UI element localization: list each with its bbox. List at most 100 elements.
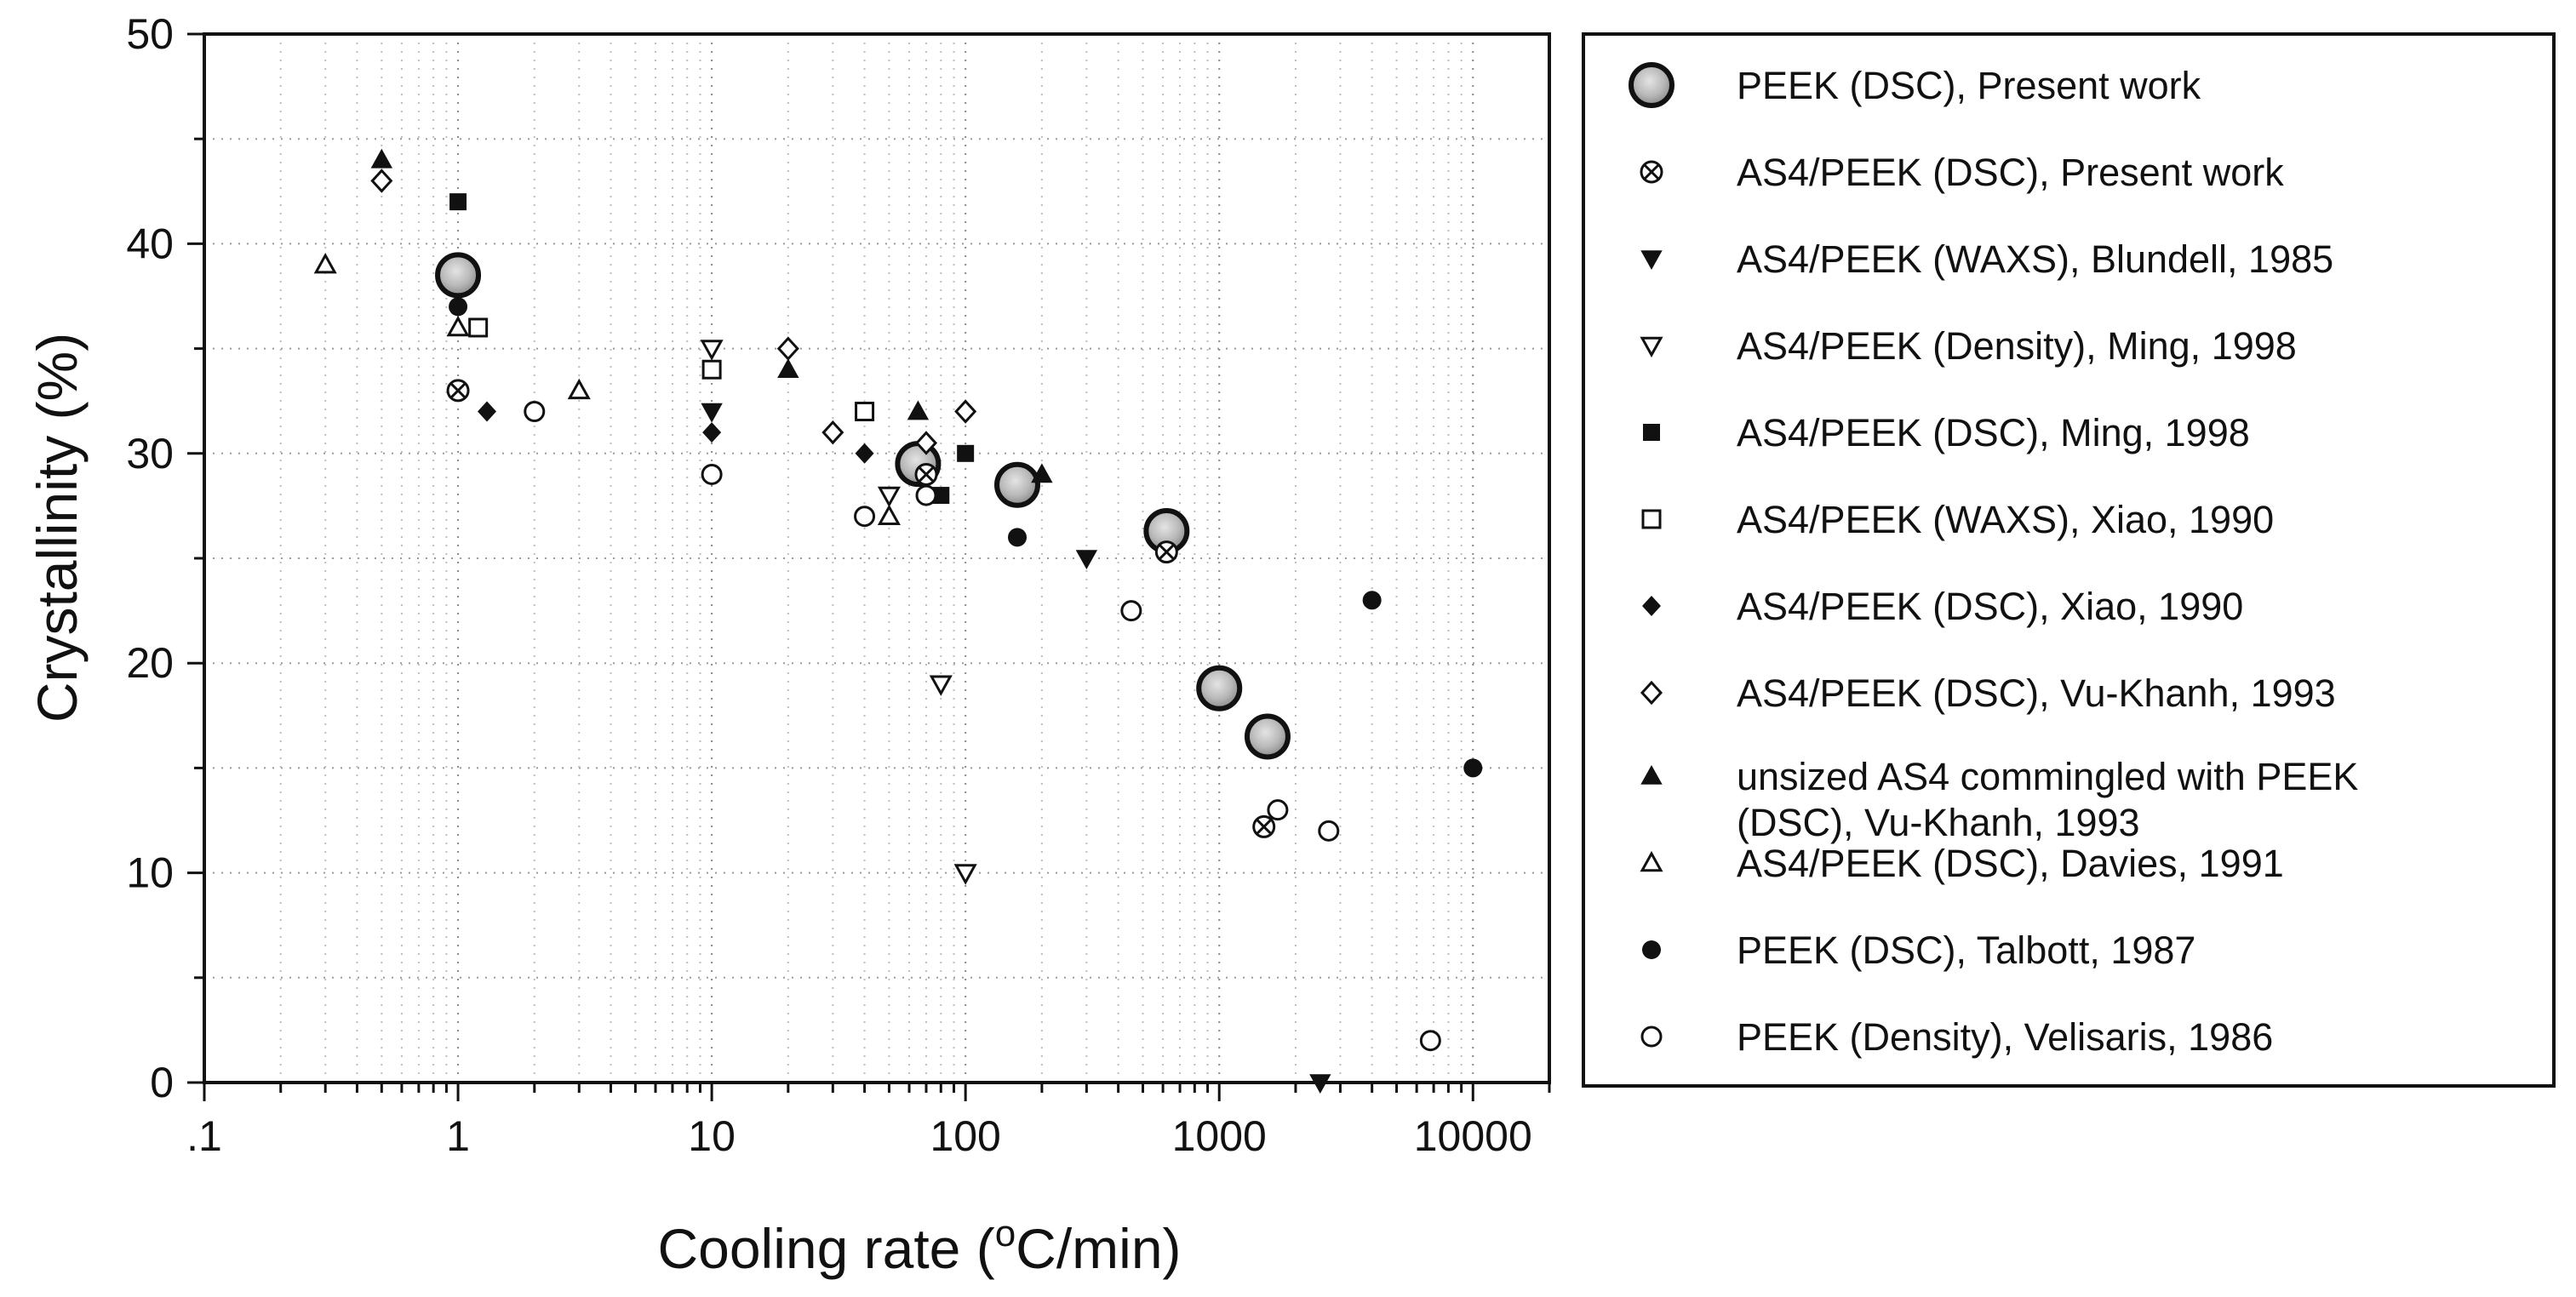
data-point xyxy=(1362,591,1382,610)
data-point xyxy=(446,315,470,337)
data-point xyxy=(1309,1074,1331,1094)
legend-label: AS4/PEEK (DSC), Xiao, 1990 xyxy=(1737,585,2243,628)
series-3 xyxy=(701,403,1331,1094)
legend-label: AS4/PEEK (DSC), Ming, 1998 xyxy=(1737,411,2250,454)
data-point xyxy=(702,422,722,443)
series-7 xyxy=(478,401,874,464)
legend-marker xyxy=(1643,424,1660,441)
data-point xyxy=(1154,540,1178,564)
series-4 xyxy=(700,340,977,885)
data-point xyxy=(877,504,901,526)
y-tick-label: 40 xyxy=(126,220,174,267)
legend-marker xyxy=(1640,850,1663,872)
data-point xyxy=(468,317,489,338)
legend-marker xyxy=(1642,940,1661,959)
legend-label: PEEK (DSC), Present work xyxy=(1737,64,2201,107)
series-2 xyxy=(446,379,1276,838)
legend-marker xyxy=(1640,160,1663,184)
y-tick-label: 0 xyxy=(150,1059,174,1106)
series-5 xyxy=(449,193,975,505)
data-point xyxy=(953,864,977,885)
data-point xyxy=(370,169,393,193)
data-point xyxy=(1252,814,1276,838)
data-point xyxy=(435,252,482,299)
data-point xyxy=(701,359,722,380)
x-tick-label: 1 xyxy=(446,1112,470,1160)
data-point xyxy=(877,486,901,508)
legend-label: AS4/PEEK (DSC), Davies, 1991 xyxy=(1737,842,2284,885)
grid-lines xyxy=(204,34,1549,1083)
y-tick-label: 30 xyxy=(126,430,174,477)
data-point xyxy=(1244,713,1291,760)
data-point xyxy=(854,506,876,528)
data-point xyxy=(1008,528,1028,547)
data-point xyxy=(1075,550,1098,570)
data-point xyxy=(449,297,468,317)
legend-marker xyxy=(1640,764,1663,785)
series-11 xyxy=(449,297,1483,778)
x-axis-title: Cooling rate (oC/min) xyxy=(657,1213,1181,1280)
data-point xyxy=(701,403,723,423)
legend-marker xyxy=(1640,250,1663,271)
data-point xyxy=(994,461,1041,508)
data-points xyxy=(313,148,1483,1094)
legend-marker xyxy=(1640,336,1663,358)
legend-label: PEEK (DSC), Talbott, 1987 xyxy=(1737,928,2195,972)
series-10 xyxy=(313,252,901,526)
legend-label-line2: (DSC), Vu-Khanh, 1993 xyxy=(1737,801,2140,844)
data-point xyxy=(313,252,337,274)
legend-marker xyxy=(1640,1026,1663,1048)
legend-label: AS4/PEEK (DSC), Vu-Khanh, 1993 xyxy=(1737,671,2336,715)
legend-label: PEEK (Density), Velisaris, 1986 xyxy=(1737,1015,2273,1059)
series-6 xyxy=(468,317,875,422)
series-12 xyxy=(524,401,1441,1052)
data-point xyxy=(855,443,874,464)
data-point xyxy=(777,358,799,379)
data-point xyxy=(700,340,724,361)
data-point xyxy=(907,400,930,420)
legend-label: unsized AS4 commingled with PEEK xyxy=(1737,755,2358,798)
legend-box xyxy=(1582,32,2556,1088)
data-point xyxy=(1267,799,1289,821)
y-axis-title: Crystallinity (%) xyxy=(26,333,89,723)
data-point xyxy=(567,378,591,400)
data-point xyxy=(914,431,938,455)
data-point xyxy=(524,401,546,423)
data-point xyxy=(932,487,950,505)
legend-marker xyxy=(1640,680,1663,706)
data-point xyxy=(776,336,799,361)
data-point xyxy=(370,148,393,169)
data-point xyxy=(478,401,497,422)
legend-label: AS4/PEEK (WAXS), Xiao, 1990 xyxy=(1737,498,2274,541)
data-point xyxy=(1419,1030,1441,1052)
data-point xyxy=(954,399,977,424)
legend: PEEK (DSC), Present work AS4/PEEK (DSC), … xyxy=(1582,32,2556,1088)
data-point xyxy=(915,484,937,506)
series-8 xyxy=(370,169,977,455)
x-tick-label: 10 xyxy=(688,1112,736,1160)
legend-label: AS4/PEEK (DSC), Present work xyxy=(1737,151,2284,194)
legend-label: AS4/PEEK (Density), Ming, 1998 xyxy=(1737,324,2297,368)
data-point xyxy=(1463,758,1483,778)
legend-marker xyxy=(1642,596,1661,616)
y-tick-label: 10 xyxy=(126,849,174,897)
legend-marker xyxy=(1641,509,1662,529)
data-point xyxy=(1120,600,1142,622)
axis-ticks: .1 1 10 100 1000 10000 0 10 20 30 40 50 xyxy=(126,10,1551,1160)
data-point xyxy=(1318,820,1340,842)
data-point xyxy=(957,444,975,462)
x-tick-label: 1000 xyxy=(1172,1112,1267,1160)
x-tick-label: 100 xyxy=(930,1112,1000,1160)
data-point xyxy=(929,675,953,696)
x-tick-label: 10000 xyxy=(1414,1112,1532,1160)
data-point xyxy=(449,193,467,211)
data-point xyxy=(446,379,470,403)
data-point xyxy=(855,402,875,422)
y-tick-label: 20 xyxy=(126,639,174,687)
legend-label: AS4/PEEK (WAXS), Blundell, 1985 xyxy=(1737,237,2333,281)
data-point xyxy=(1031,463,1053,483)
data-point xyxy=(914,462,938,486)
legend-marker xyxy=(1629,62,1674,108)
data-point xyxy=(1196,665,1243,711)
